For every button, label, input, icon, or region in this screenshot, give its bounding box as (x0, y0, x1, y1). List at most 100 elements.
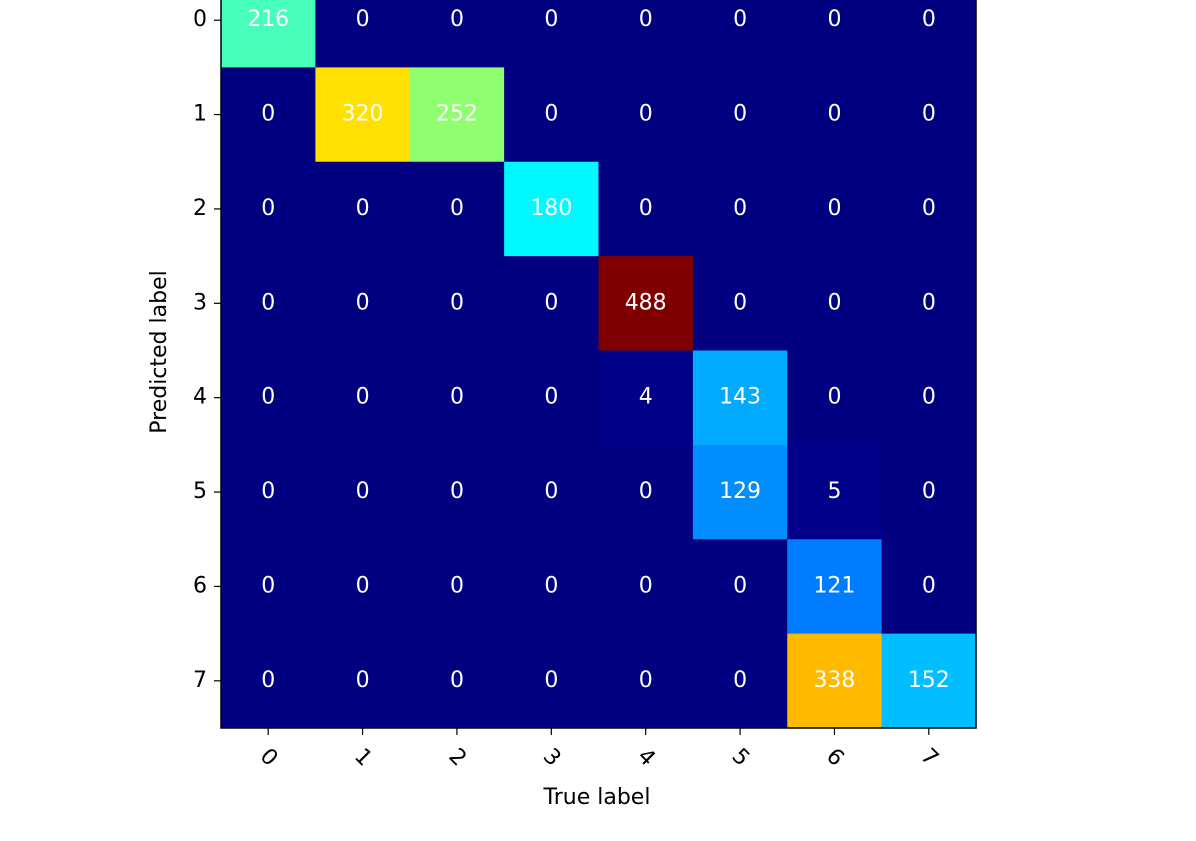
cell (692, 67, 788, 163)
cell (881, 633, 977, 729)
value-label: 0 (450, 7, 464, 32)
cell (221, 256, 316, 351)
value-label: 0 (733, 668, 747, 693)
x-tick-label: 2 (444, 744, 472, 772)
cell (598, 539, 694, 635)
cell (409, 256, 505, 351)
value-label: 0 (544, 385, 558, 410)
value-label: 0 (450, 290, 464, 315)
cell (881, 256, 977, 351)
cell (787, 0, 883, 68)
cell (315, 256, 411, 351)
value-label: 0 (356, 479, 370, 504)
value-label: 0 (922, 385, 936, 410)
value-label: 0 (639, 479, 653, 504)
value-label: 5 (827, 479, 841, 504)
y-tick-label: 4 (193, 385, 207, 410)
value-label: 0 (544, 290, 558, 315)
value-label: 0 (450, 196, 464, 221)
value-label: 0 (922, 102, 936, 127)
value-label: 129 (719, 479, 761, 504)
cell (504, 256, 599, 351)
cell (881, 161, 977, 257)
cell (787, 444, 883, 540)
y-tick-label: 6 (193, 573, 207, 598)
x-tick-label: 7 (915, 744, 943, 772)
cell (409, 350, 505, 446)
cell (598, 350, 694, 446)
value-label: 0 (261, 102, 275, 127)
x-axis-label: True label (543, 785, 651, 810)
cell (315, 67, 411, 163)
value-label: 0 (261, 479, 275, 504)
cell (598, 444, 694, 540)
value-label: 488 (625, 290, 667, 315)
value-label: 0 (450, 479, 464, 504)
cell (221, 0, 316, 68)
cell (598, 0, 694, 68)
cell (881, 350, 977, 446)
value-label: 0 (261, 385, 275, 410)
cell (221, 444, 316, 540)
cell (409, 539, 505, 635)
value-label: 0 (356, 290, 370, 315)
value-label: 320 (342, 102, 384, 127)
cell (221, 67, 316, 163)
cell (315, 444, 411, 540)
value-label: 0 (733, 290, 747, 315)
cell (221, 633, 316, 729)
value-label: 0 (356, 385, 370, 410)
value-label: 0 (733, 7, 747, 32)
plot-frame (220, 0, 977, 729)
cell (881, 67, 977, 163)
cell (315, 539, 411, 635)
x-tick-label: 0 (255, 744, 283, 772)
cell (221, 161, 316, 257)
cell (692, 161, 788, 257)
value-label: 121 (813, 573, 855, 598)
value-label: 0 (827, 196, 841, 221)
value-label: 0 (733, 573, 747, 598)
cell (504, 0, 599, 68)
cell (787, 161, 883, 257)
value-label: 0 (639, 668, 653, 693)
cell (504, 444, 599, 540)
x-tick-label: 3 (538, 744, 566, 772)
value-label: 143 (719, 385, 761, 410)
value-label: 0 (827, 102, 841, 127)
value-label: 0 (356, 573, 370, 598)
value-label: 0 (261, 196, 275, 221)
value-label: 0 (922, 479, 936, 504)
cell (409, 67, 505, 163)
value-label: 0 (261, 290, 275, 315)
y-axis-label: Predicted label (147, 270, 172, 433)
value-label: 0 (639, 102, 653, 127)
value-label: 0 (356, 7, 370, 32)
cell (221, 350, 316, 446)
cell (692, 256, 788, 351)
cell (881, 444, 977, 540)
y-tick-label: 0 (193, 7, 207, 32)
cell (692, 0, 788, 68)
cell (598, 633, 694, 729)
cell (787, 350, 883, 446)
cell (881, 539, 977, 635)
value-label: 0 (922, 196, 936, 221)
y-tick-label: 3 (193, 290, 207, 315)
value-label: 180 (530, 196, 572, 221)
cell (504, 633, 599, 729)
cell (598, 67, 694, 163)
cell (221, 539, 316, 635)
cell (409, 633, 505, 729)
cell (692, 633, 788, 729)
value-label: 252 (436, 102, 478, 127)
x-tick-label: 6 (821, 744, 849, 772)
value-label: 0 (639, 573, 653, 598)
value-label: 0 (544, 573, 558, 598)
cell (504, 161, 599, 257)
cell (315, 350, 411, 446)
cell (409, 444, 505, 540)
value-label: 0 (827, 385, 841, 410)
cell (692, 539, 788, 635)
